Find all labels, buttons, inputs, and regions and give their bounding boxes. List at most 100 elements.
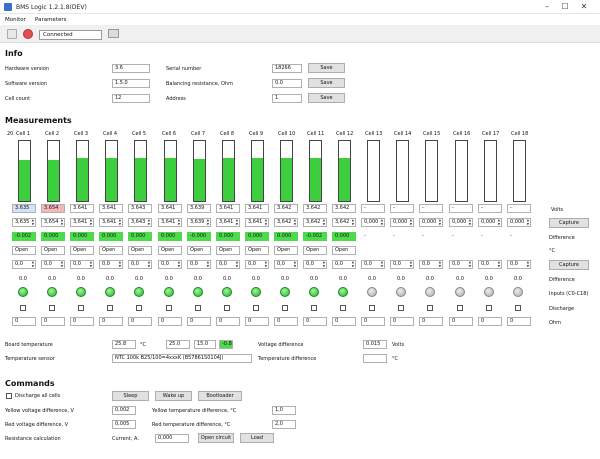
cell-temp[interactable]: 0,0 ▲ ▼ [187,260,211,269]
disconnect-icon[interactable] [23,29,33,39]
cell-temp[interactable]: 0,0 ▲ ▼ [419,260,443,269]
spin-arrows-icon[interactable]: ▲ ▼ [293,218,296,226]
serial-field[interactable]: 18266 [272,64,302,73]
spin-arrows-icon[interactable]: ▲ ▼ [409,218,412,226]
address-field[interactable]: 1 [272,94,302,103]
bootloader-button[interactable]: Bootloader [198,391,242,401]
cell-temp[interactable]: 0,0 ▲ ▼ [158,260,182,269]
save-address-button[interactable]: Save [308,93,345,103]
open-circuit-button[interactable]: Open circuit [198,433,234,443]
spin-arrows-icon[interactable]: ▲ ▼ [526,260,529,268]
spin-arrows-icon[interactable]: ▲ ▼ [468,218,471,226]
cell-discharge-checkbox[interactable] [195,305,201,311]
spin-arrows-icon[interactable]: ▲ ▼ [118,218,121,226]
cell-threshold[interactable]: 3,641 ▲ ▼ [158,218,182,227]
maximize-icon[interactable]: ☐ [561,2,569,11]
cell-threshold[interactable]: 3,642 ▲ ▼ [332,218,356,227]
cell-discharge-checkbox[interactable] [20,305,26,311]
cell-discharge-checkbox[interactable] [78,305,84,311]
spin-arrows-icon[interactable]: ▲ ▼ [468,260,471,268]
spin-arrows-icon[interactable]: ▲ ▼ [438,260,441,268]
spin-arrows-icon[interactable]: ▲ ▼ [89,260,92,268]
spin-arrows-icon[interactable]: ▲ ▼ [31,218,34,226]
cell-temp[interactable]: 0,0 ▲ ▼ [216,260,240,269]
cell-threshold[interactable]: 0,000 ▲ ▼ [390,218,414,227]
cell-threshold[interactable]: 3,642 ▲ ▼ [274,218,298,227]
cell-discharge-checkbox[interactable] [398,305,404,311]
spin-arrows-icon[interactable]: ▲ ▼ [60,218,63,226]
cell-discharge-checkbox[interactable] [253,305,259,311]
spin-arrows-icon[interactable]: ▲ ▼ [147,260,150,268]
cell-temp[interactable]: 0,0 ▲ ▼ [361,260,385,269]
cell-discharge-checkbox[interactable] [486,305,492,311]
red-t-field[interactable]: 2,0 [272,420,296,429]
cell-temp[interactable]: 0,0 ▲ ▼ [390,260,414,269]
cell-threshold[interactable]: 0,000 ▲ ▼ [361,218,385,227]
spin-arrows-icon[interactable]: ▲ ▼ [206,260,209,268]
cell-discharge-checkbox[interactable] [136,305,142,311]
connect-button[interactable] [7,29,17,39]
cell-threshold[interactable]: 3,641 ▲ ▼ [70,218,94,227]
cell-threshold[interactable]: 3,639 ▲ ▼ [187,218,211,227]
spin-arrows-icon[interactable]: ▲ ▼ [147,218,150,226]
current-field[interactable]: 0,000 [155,434,189,443]
yellow-t-field[interactable]: 1,0 [272,406,296,415]
sensor-select[interactable]: NTC 100k B25/100=4xxxK (B57861S0104J) [112,354,252,363]
spin-arrows-icon[interactable]: ▲ ▼ [235,218,238,226]
cell-discharge-checkbox[interactable] [515,305,521,311]
save-balance-button[interactable]: Save [308,78,345,88]
cell-temp[interactable]: 0,0 ▲ ▼ [99,260,123,269]
cell-discharge-checkbox[interactable] [427,305,433,311]
spin-arrows-icon[interactable]: ▲ ▼ [409,260,412,268]
spin-arrows-icon[interactable]: ▲ ▼ [60,260,63,268]
spin-arrows-icon[interactable]: ▲ ▼ [89,218,92,226]
menu-monitor[interactable]: Monitor [5,17,26,23]
spin-arrows-icon[interactable]: ▲ ▼ [293,260,296,268]
cell-threshold[interactable]: 0,000 ▲ ▼ [507,218,531,227]
cell-temp[interactable]: 0,0 ▲ ▼ [12,260,36,269]
spin-arrows-icon[interactable]: ▲ ▼ [177,218,180,226]
spin-arrows-icon[interactable]: ▲ ▼ [438,218,441,226]
spin-arrows-icon[interactable]: ▲ ▼ [351,260,354,268]
cell-temp[interactable]: 0,0 ▲ ▼ [274,260,298,269]
cell-threshold[interactable]: 3,641 ▲ ▼ [245,218,269,227]
spin-arrows-icon[interactable]: ▲ ▼ [177,260,180,268]
cell-threshold[interactable]: 3,641 ▲ ▼ [99,218,123,227]
spin-arrows-icon[interactable]: ▲ ▼ [264,218,267,226]
load-button[interactable]: Load [240,433,274,443]
close-icon[interactable]: ✕ [580,2,588,11]
spin-arrows-icon[interactable]: ▲ ▼ [497,218,500,226]
spin-arrows-icon[interactable]: ▲ ▼ [351,218,354,226]
cell-temp[interactable]: 0,0 ▲ ▼ [245,260,269,269]
cell-threshold[interactable]: 3,643 ▲ ▼ [128,218,152,227]
board-temp-set[interactable]: 25.0 [166,340,190,349]
spin-arrows-icon[interactable]: ▲ ▼ [31,260,34,268]
cell-threshold[interactable]: 3,635 ▲ ▼ [12,218,36,227]
spin-arrows-icon[interactable]: ▲ ▼ [322,260,325,268]
spin-arrows-icon[interactable]: ▲ ▼ [118,260,121,268]
spin-arrows-icon[interactable]: ▲ ▼ [380,260,383,268]
board-temp-set2[interactable]: 15.0 [194,340,216,349]
capture-temp-button[interactable]: Capture [549,260,589,270]
cell-threshold[interactable]: 3,654 ▲ ▼ [41,218,65,227]
cell-discharge-checkbox[interactable] [166,305,172,311]
save-serial-button[interactable]: Save [308,63,345,73]
cell-discharge-checkbox[interactable] [311,305,317,311]
cell-discharge-checkbox[interactable] [369,305,375,311]
spin-arrows-icon[interactable]: ▲ ▼ [322,218,325,226]
cell-discharge-checkbox[interactable] [49,305,55,311]
cell-discharge-checkbox[interactable] [282,305,288,311]
balance-select[interactable]: 0.0 [272,79,302,88]
spin-arrows-icon[interactable]: ▲ ▼ [497,260,500,268]
cell-threshold[interactable]: 3,641 ▲ ▼ [216,218,240,227]
cell-temp[interactable]: 0,0 ▲ ▼ [507,260,531,269]
spin-arrows-icon[interactable]: ▲ ▼ [235,260,238,268]
cell-discharge-checkbox[interactable] [224,305,230,311]
sleep-button[interactable]: Sleep [112,391,149,401]
cell-discharge-checkbox[interactable] [340,305,346,311]
cell-threshold[interactable]: 0,000 ▲ ▼ [419,218,443,227]
cell-threshold[interactable]: 0,000 ▲ ▼ [478,218,502,227]
cell-temp[interactable]: 0,0 ▲ ▼ [449,260,473,269]
spin-arrows-icon[interactable]: ▲ ▼ [264,260,267,268]
cell-temp[interactable]: 0,0 ▲ ▼ [70,260,94,269]
